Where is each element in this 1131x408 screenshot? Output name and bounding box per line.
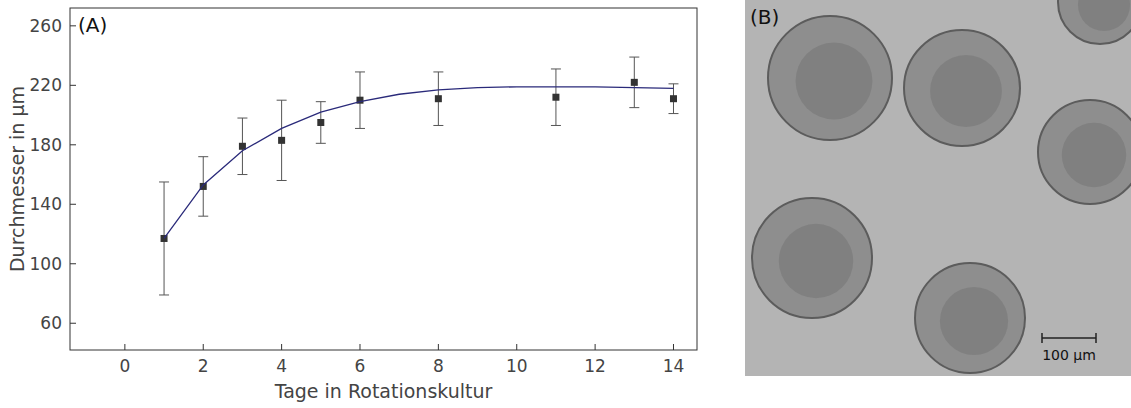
y-tick	[70, 263, 76, 264]
x-tick-label: 0	[119, 356, 130, 376]
y-tick	[70, 144, 76, 145]
x-tick-label: 14	[663, 356, 685, 376]
error-bar	[433, 72, 443, 126]
x-tick-label: 6	[355, 356, 366, 376]
spheroid	[1058, 0, 1131, 44]
data-point	[317, 119, 324, 126]
micrograph	[745, 0, 1131, 376]
y-tick-label: 220	[30, 75, 62, 95]
spheroid-core	[796, 43, 873, 120]
x-tick-label: 4	[276, 356, 287, 376]
spheroid	[904, 30, 1020, 146]
spheroid	[915, 263, 1025, 373]
data-point	[278, 137, 285, 144]
error-bar	[551, 69, 561, 126]
data-point	[552, 94, 559, 101]
y-tick-label: 260	[30, 16, 62, 36]
panel-label: (A)	[78, 13, 107, 37]
x-tick	[281, 344, 282, 350]
y-tick	[70, 323, 76, 324]
plot-data	[159, 57, 678, 295]
x-axis-title: Tage in Rotationskultur	[274, 380, 493, 402]
error-bar	[277, 100, 287, 180]
spheroid-core	[940, 287, 1008, 355]
x-tick	[595, 344, 596, 350]
y-tick	[70, 204, 76, 205]
x-tick	[673, 344, 674, 350]
figure: 0 2 4 6 8 10 12 14 60 100 140 180 220 260 (A) Tage in R…	[0, 0, 1131, 408]
spheroid-core	[1078, 0, 1130, 31]
error-bar	[237, 118, 247, 175]
error-bar	[198, 157, 208, 216]
panel-label: (B)	[750, 5, 779, 29]
data-point	[435, 95, 442, 102]
spheroid-core	[1062, 123, 1126, 187]
spheroid	[752, 198, 872, 318]
x-tick-label: 2	[198, 356, 209, 376]
data-point	[631, 79, 638, 86]
x-tick-label: 8	[433, 356, 444, 376]
error-bar	[629, 57, 639, 108]
y-tick	[70, 85, 76, 86]
y-axis-title: Durchmesser in µm	[6, 86, 28, 272]
x-tick	[516, 344, 517, 350]
y-tick-label: 60	[40, 313, 62, 333]
x-tick	[438, 344, 439, 350]
data-point	[670, 95, 677, 102]
y-tick-label: 180	[30, 135, 62, 155]
spheroid	[1038, 100, 1131, 204]
spheroid-core	[779, 224, 853, 298]
x-tick	[359, 344, 360, 350]
scale-bar-end	[1041, 333, 1043, 343]
plot-frame	[70, 8, 697, 350]
scale-bar	[1042, 337, 1096, 339]
x-tick-label: 10	[506, 356, 528, 376]
scale-bar-label: 100 µm	[1042, 347, 1096, 363]
x-tick	[203, 344, 204, 350]
x-tick	[124, 344, 125, 350]
x-tick-label: 12	[584, 356, 606, 376]
spheroid	[768, 16, 892, 140]
fit-line	[164, 87, 673, 239]
error-bar	[316, 102, 326, 144]
scale-bar-end	[1095, 333, 1097, 343]
y-tick-label: 140	[30, 194, 62, 214]
y-tick	[70, 25, 76, 26]
spheroid-core	[930, 55, 1002, 127]
y-tick-label: 100	[30, 254, 62, 274]
error-bar	[355, 72, 365, 129]
